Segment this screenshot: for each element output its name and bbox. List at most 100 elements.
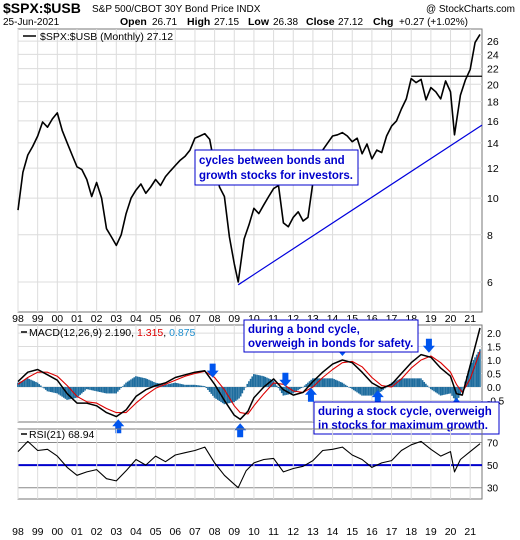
macd-hist-bar	[159, 383, 162, 387]
instrument-name: S&P 500/CBOT 30Y Bond Price INDX	[92, 4, 261, 15]
macd-hist-bar	[402, 378, 404, 387]
macd-hist-bar	[174, 382, 176, 387]
macd-hist-bar	[321, 378, 324, 387]
macd-hist-bar	[254, 374, 257, 387]
macd-hist-bar	[123, 384, 126, 387]
rsi-tick-label: 50	[487, 461, 499, 472]
x-tick-label: 04	[130, 526, 142, 538]
macd-hist-bar	[441, 386, 444, 396]
macd-hist-bar	[40, 385, 42, 387]
macd-hist-bar	[477, 351, 480, 387]
macd-hist-bar	[398, 379, 401, 387]
x-tick-label: 15	[346, 313, 358, 325]
macd-hist-bar	[149, 380, 152, 387]
macd-hist-bar	[246, 383, 249, 387]
macd-hist-bar	[212, 386, 214, 396]
macd-hist-bar	[38, 384, 40, 387]
date-label: 25-Jun-2021	[3, 17, 60, 28]
macd-hist-bar	[141, 377, 144, 387]
macd-hist-bar	[397, 379, 399, 387]
price-tick-label: 24	[487, 49, 499, 61]
macd-hist-bar	[74, 386, 77, 399]
macd-tick-label: 1.5	[487, 343, 501, 354]
macd-hist-bar	[475, 354, 478, 387]
macd-hist-bar	[357, 386, 360, 394]
macd-hist-bar	[416, 378, 419, 387]
rsi-y-axis: 30 50 70	[487, 439, 499, 495]
x-tick-label: 14	[327, 526, 339, 538]
macd-hist-bar	[334, 379, 337, 387]
macd-hist-bar	[462, 386, 465, 388]
macd-hist-bar	[372, 386, 375, 395]
macd-hist-bar	[243, 386, 245, 391]
macd-hist-bar	[23, 379, 26, 387]
macd-hist-bar	[228, 386, 231, 404]
macd-hist-bar	[216, 386, 219, 400]
macd-hist-bar	[292, 386, 294, 394]
macd-hist-bar	[261, 375, 263, 387]
macd-hist-bar	[305, 384, 308, 387]
x-tick-label: 02	[91, 526, 103, 538]
macd-hist-bar	[369, 386, 371, 396]
macd-hist-bar	[62, 386, 65, 398]
ohlc-values: Open 26.71 High 27.15 Low 26.38 Close 27…	[120, 16, 468, 28]
macd-hist-bar	[339, 381, 342, 387]
macd-hist-bar	[41, 386, 44, 388]
macd-hist-bar	[180, 384, 183, 387]
macd-sep2: ,	[163, 327, 169, 339]
macd-hist-bar	[146, 379, 149, 387]
macd-hist-bar	[426, 385, 429, 387]
macd-hist-bar	[367, 386, 370, 396]
x-tick-label: 18	[405, 526, 417, 538]
macd-hist-bar	[194, 384, 196, 387]
macd-hist-bar	[348, 386, 350, 388]
macd-hist-bar	[239, 386, 242, 397]
macd-hist-bar	[266, 377, 268, 387]
macd-hist-bar	[300, 386, 303, 389]
macd-hist-bar	[407, 378, 409, 387]
x-tick-label: 08	[209, 313, 221, 325]
macd-line	[17, 327, 481, 421]
macd-hist-bar	[131, 378, 134, 387]
annotation-stock-cycle-line1: during a stock cycle, overweigh	[318, 406, 492, 418]
macd-hist-bar	[253, 374, 255, 387]
macd-hist-bar	[25, 379, 27, 387]
x-tick-label: 20	[445, 526, 457, 538]
macd-hist-bar	[429, 386, 432, 390]
macd-hist-bar	[277, 386, 280, 389]
macd-hist-bar	[392, 381, 394, 387]
x-tick-label: 03	[110, 313, 122, 325]
macd-hist-bar	[162, 384, 165, 387]
macd-tick-label: 0.5	[487, 370, 501, 381]
macd-hist-bar	[102, 386, 104, 393]
macd-hist-bar	[377, 386, 380, 393]
macd-hist-bar	[43, 386, 45, 389]
macd-hist-bar	[415, 378, 417, 387]
macd-hist-bar	[172, 383, 175, 387]
macd-hist-bar	[433, 386, 435, 392]
annotation-bonds-stocks-box	[194, 149, 359, 186]
macd-hist-bar	[474, 357, 476, 387]
x-tick-label: 07	[189, 526, 201, 538]
macd-hist-bar	[117, 386, 119, 392]
macd-hist-bar	[366, 386, 368, 396]
x-tick-label: 04	[130, 313, 142, 325]
macd-hist-bar	[451, 386, 453, 396]
macd-hist-bar	[295, 386, 298, 392]
macd-hist-bar	[362, 386, 365, 396]
macd-hist-bar	[18, 381, 21, 387]
macd-hist-bar	[244, 386, 247, 388]
macd-hist-bar	[59, 386, 62, 396]
price-legend: $SPX:$USB (Monthly) 27.12	[40, 31, 173, 43]
macd-label-prefix: MACD(12,26,9)	[29, 327, 105, 339]
annotation-bonds-stocks: cycles between bonds and growth stocks f…	[194, 149, 359, 186]
macd-hist-bar	[318, 378, 321, 387]
macd-hist-bar	[282, 386, 285, 396]
rsi-line	[17, 440, 481, 489]
macd-hist-bar	[176, 383, 178, 387]
macd-hist-bar	[197, 385, 199, 387]
macd-hist-bar	[80, 386, 83, 394]
x-tick-label: 13	[307, 313, 319, 325]
